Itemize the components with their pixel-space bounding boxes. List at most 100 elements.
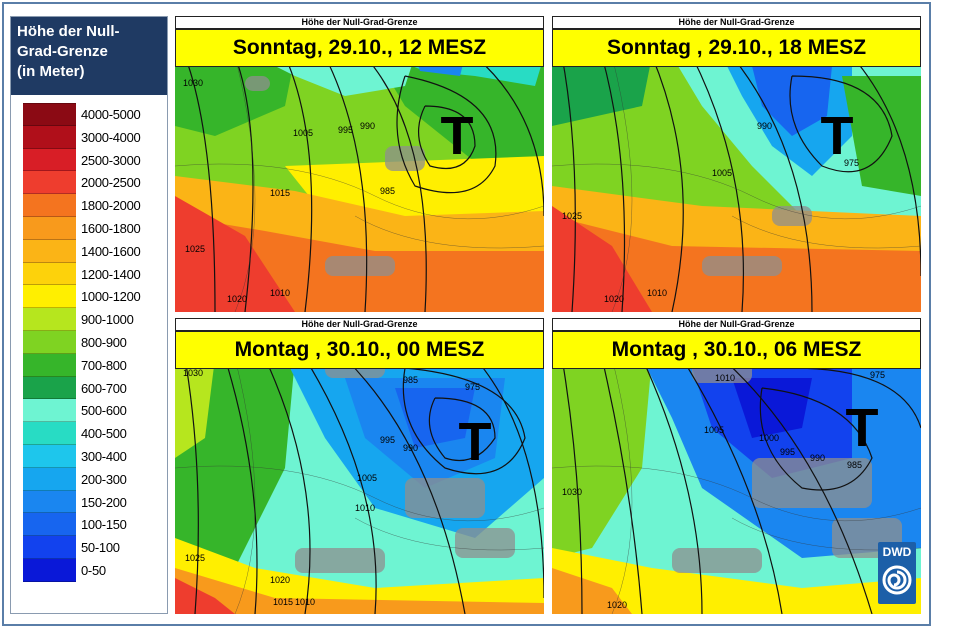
country-border [234,357,256,614]
freezing-level-area [552,206,652,312]
legend-swatch [23,171,76,195]
isobar-label: 1020 [607,600,627,610]
map-panel-sunday-12: 1030 1005 995 990 985 1015 1025 1020 1010 T Höhe d… [175,16,544,312]
isobar-line [417,105,476,170]
legend-label: 2500-3000 [81,152,141,168]
map-panel-sunday-18: 990 1005 975 1025 1020 1010 T Höhe der Null-Gra… [552,16,921,312]
freezing-level-area [175,538,544,614]
legend-swatch [23,285,76,309]
isobar-line [324,55,368,312]
isobar-label: 1025 [185,553,205,563]
isobar-label: 990 [757,121,772,131]
isobar-label: 995 [780,447,795,457]
panel-strip-title: Höhe der Null-Grad-Grenze [552,318,921,331]
legend-label: 1200-1400 [81,266,141,282]
freezing-level-area [552,568,632,614]
country-border [731,215,921,249]
isobar-line [344,357,466,614]
legend-row: 700-800 [23,353,158,377]
terrain-shading [702,256,782,276]
low-pressure-symbol: T [846,398,879,458]
legend-row: 0-50 [23,558,158,582]
legend-swatch [23,330,76,354]
isobar-label: 1010 [295,597,315,607]
legend-row: 3000-4000 [23,125,158,149]
isobar-label: 1010 [647,288,667,298]
country-border [354,215,544,249]
isobar-label: 985 [847,460,862,470]
legend-swatch [23,353,76,377]
panel-strip-title: Höhe der Null-Grad-Grenze [552,16,921,29]
isobar-label: 1025 [562,211,582,221]
legend-label: 3000-4000 [81,129,141,145]
isobar-line [851,55,921,277]
legend-swatch [23,308,76,331]
isobar-line [561,357,583,614]
freezing-level-area [752,66,832,136]
isobar-label: 1005 [293,128,313,138]
freezing-level-map: 1030 1005 995 990 985 1015 1025 1020 1010 T [175,16,544,312]
legend-label: 300-400 [81,448,127,464]
isobar-line [284,55,313,312]
panel-time-title: Montag , 30.10., 06 MESZ [552,331,921,369]
freezing-level-area [175,56,295,136]
legend-row: 2500-3000 [23,148,158,172]
panel-time-title: Montag , 30.10., 00 MESZ [175,331,544,369]
legend-swatch [23,399,76,423]
legend-row: 1200-1400 [23,262,158,286]
isobar-line [224,357,258,614]
isobar-label: 1010 [715,373,735,383]
isobar-line [721,357,873,614]
low-pressure-symbol: T [459,412,492,472]
terrain-shading [455,528,515,558]
legend-label: 2000-2500 [81,175,141,191]
isobar-label: 975 [870,370,885,380]
isobar-label: 985 [403,375,418,385]
legend-label: 100-150 [81,517,127,533]
legend-row: 1000-1200 [23,285,158,309]
country-border [175,465,544,522]
panel-strip-title: Höhe der Null-Grad-Grenze [175,16,544,29]
isobar-line [601,357,643,614]
country-border [552,163,921,220]
terrain-shading [752,458,872,508]
legend-label: 1400-1600 [81,243,141,259]
legend-row: 600-700 [23,376,158,400]
legend-swatch [23,194,76,217]
isobar-line [474,357,544,599]
isobar-label: 985 [380,186,395,196]
legend-label: 150-200 [81,494,127,510]
isobar-label: 990 [403,443,418,453]
isobar-line [474,55,544,217]
terrain-shading [672,548,762,573]
legend-row: 1800-2000 [23,194,158,217]
legend-label: 0-50 [81,562,106,578]
low-pressure-symbol: T [441,106,474,166]
country-border [175,163,544,220]
isobar-label: 990 [360,121,375,131]
legend-row: 50-100 [23,536,158,559]
legend-swatch [23,444,76,468]
isobar-label: 1000 [759,433,779,443]
isobar-label: 975 [844,158,859,168]
color-legend: Höhe der Null- Grad-Grenze (in Meter) 40… [10,16,168,614]
isobar-label: 1015 [270,188,290,198]
isobar-line [304,357,377,614]
isobar-label: 1030 [183,368,203,378]
isobar-line [759,387,873,491]
terrain-shading [405,478,485,518]
isobar-label: 975 [465,382,480,392]
terrain-shading [295,548,385,573]
isobar-line [691,55,744,312]
isobar-line [789,75,893,173]
legend-swatch [23,125,76,149]
isobar-line [428,397,496,462]
legend-label: 50-100 [81,540,120,556]
legend-row: 500-600 [23,399,158,423]
isobar-label: 1030 [562,487,582,497]
country-border [611,55,633,312]
isobar-line [641,357,703,614]
map-panel-monday-06: 1010 975 1005 1000 995 990 985 1030 1020 T Höhe de… [552,318,921,614]
legend-swatch [23,490,76,514]
